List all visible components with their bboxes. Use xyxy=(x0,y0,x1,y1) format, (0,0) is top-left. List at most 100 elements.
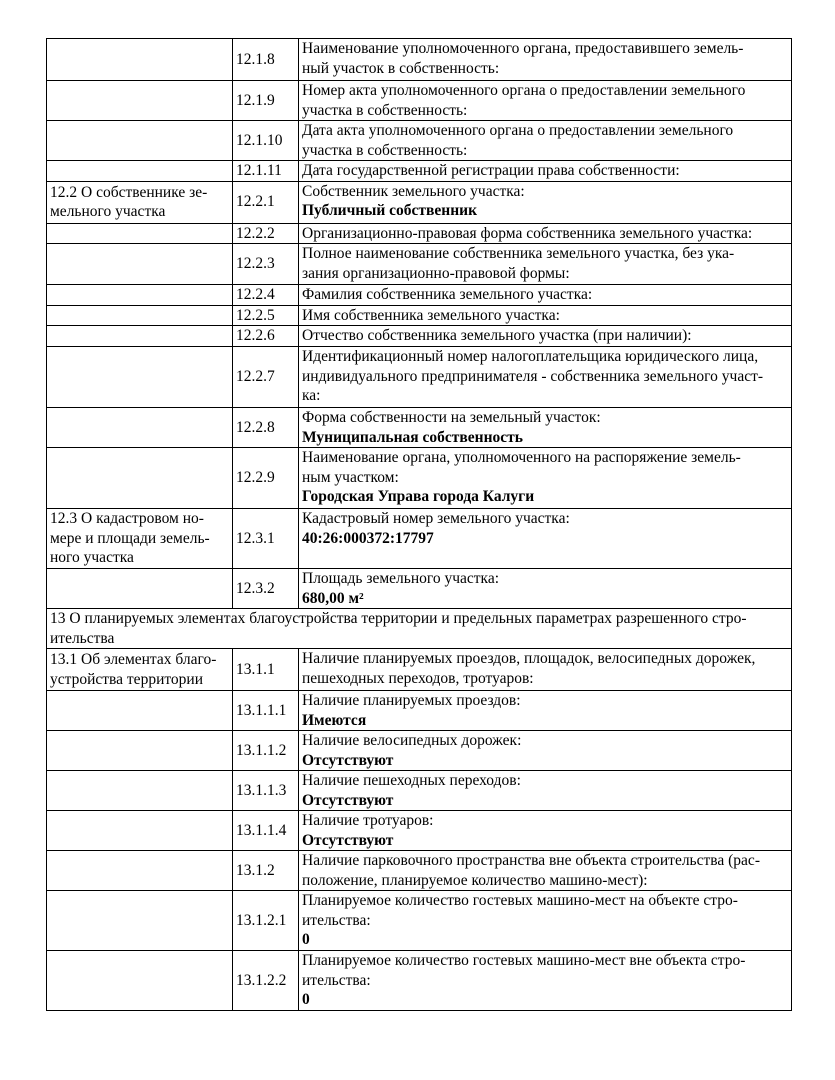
section-cell xyxy=(46,568,233,609)
section-cell xyxy=(46,890,233,951)
table-row: 12.2.2 Организационно-правовая форма собс… xyxy=(46,222,792,244)
item-label: Планируемое количество гостевых машино-м… xyxy=(302,952,746,989)
item-label: Собственник земельного участка: xyxy=(302,182,525,200)
table-row: 12.1.11 Дата государственной регистрации … xyxy=(46,160,792,182)
item-content: Наименование уполномоченного органа, пре… xyxy=(298,38,792,81)
item-label: Площадь земельного участка: xyxy=(302,570,500,587)
item-content: Номер акта уполномоченного органа о пред… xyxy=(298,80,792,121)
item-number: 13.1.1 xyxy=(232,648,299,691)
item-content: Форма собственности на земельный участок… xyxy=(298,407,792,448)
item-label: Форма собственности на земельный участок… xyxy=(302,409,601,426)
table-row: 12.2 О собственнике зе- мельного участка… xyxy=(46,180,792,224)
table-row: 12.3 О кадастровом но- мере и площади зе… xyxy=(46,508,792,569)
item-content: Наличие планируемых проездов: Имеются xyxy=(298,690,792,731)
document-table: 12.1.8 Наименование уполномоченного орган… xyxy=(46,38,792,1011)
section-cell xyxy=(46,325,233,347)
item-label: Планируемое количество гостевых машино-м… xyxy=(302,892,738,929)
item-content: Площадь земельного участка: 680,00 м² xyxy=(298,568,792,609)
section-cell xyxy=(46,690,233,731)
table-row: 12.1.10 Дата акта уполномоченного органа … xyxy=(46,120,792,161)
item-label: Наличие пешеходных переходов: xyxy=(302,772,521,789)
item-content: Планируемое количество гостевых машино-м… xyxy=(298,950,792,1011)
item-label: Отчество собственника земельного участка… xyxy=(302,327,692,344)
item-content: Кадастровый номер земельного участка: 40:… xyxy=(298,508,792,569)
item-number: 12.2.8 xyxy=(232,407,299,448)
section-cell xyxy=(46,120,233,161)
table-row: 12.2.4 Фамилия собственника земельного уч… xyxy=(46,284,792,306)
item-label: Наименование органа, уполномоченного на … xyxy=(302,449,741,486)
item-value: 0 xyxy=(302,931,310,948)
table-row: 12.2.9 Наименование органа, уполномоченно… xyxy=(46,447,792,509)
item-content: Планируемое количество гостевых машино-м… xyxy=(298,890,792,951)
item-label: Номер акта уполномоченного органа о пред… xyxy=(302,82,746,119)
item-content: Дата акта уполномоченного органа о предо… xyxy=(298,120,792,161)
item-label: Фамилия собственника земельного участка: xyxy=(302,286,593,303)
item-label: Имя собственника земельного участка: xyxy=(302,306,560,324)
item-content: Наличие тротуаров: Отсутствуют xyxy=(298,810,792,851)
section-cell xyxy=(46,447,233,509)
item-value: 40:26:000372:17797 xyxy=(302,529,434,547)
item-number: 13.1.2 xyxy=(232,850,299,891)
section-cell xyxy=(46,730,233,771)
item-label: Наличие тротуаров: xyxy=(302,812,434,829)
item-number: 13.1.1.1 xyxy=(232,690,299,731)
table-row: 12.2.3 Полное наименование собственника з… xyxy=(46,243,792,285)
item-number: 13.1.1.4 xyxy=(232,810,299,851)
item-value: Отсутствуют xyxy=(302,791,394,809)
item-value: Муниципальная собственность xyxy=(302,428,523,446)
item-number: 12.1.10 xyxy=(232,120,299,161)
item-content: Наименование органа, уполномоченного на … xyxy=(298,447,792,509)
table-row: 12.3.2 Площадь земельного участка: 680,00 … xyxy=(46,568,792,609)
item-number: 13.1.1.2 xyxy=(232,730,299,771)
item-number: 12.2.1 xyxy=(232,180,299,224)
item-label: Наличие планируемых проездов, площадок, … xyxy=(302,650,756,687)
table-row: 12.1.8 Наименование уполномоченного орган… xyxy=(46,38,792,81)
item-content: Собственник земельного участка: Публичный… xyxy=(298,180,792,224)
item-number: 13.1.2.2 xyxy=(232,950,299,1011)
item-number: 12.1.8 xyxy=(232,38,299,81)
section-cell: 12.2 О собственнике зе- мельного участка xyxy=(46,180,233,224)
item-value: Городская Управа города Калуги xyxy=(302,488,535,505)
item-label: Организационно-правовая форма собственни… xyxy=(302,224,753,242)
section-cell xyxy=(46,950,233,1011)
item-number: 12.2.3 xyxy=(232,243,299,285)
item-label: Идентификационный номер налогоплательщик… xyxy=(302,348,764,404)
table-row: 13.1.1.3 Наличие пешеходных переходов: Отс… xyxy=(46,770,792,811)
item-number: 12.3.1 xyxy=(232,508,299,569)
section-cell xyxy=(46,810,233,851)
table-row: 13.1.2 Наличие парковочного пространства … xyxy=(46,850,792,891)
item-number: 12.2.7 xyxy=(232,346,299,408)
item-number: 12.1.9 xyxy=(232,80,299,121)
item-number: 12.2.6 xyxy=(232,325,299,347)
item-label: Кадастровый номер земельного участка: xyxy=(302,510,570,527)
item-content: Фамилия собственника земельного участка: xyxy=(298,284,792,306)
item-number: 12.2.9 xyxy=(232,447,299,509)
section-cell xyxy=(46,160,233,182)
item-content: Наличие планируемых проездов, площадок, … xyxy=(298,648,792,691)
item-label: Дата акта уполномоченного органа о предо… xyxy=(302,122,734,159)
section-cell: 13.1 Об элементах благо- устройства терр… xyxy=(46,648,233,691)
item-number: 12.2.4 xyxy=(232,284,299,306)
table-row: 13.1.1.1 Наличие планируемых проездов: Име… xyxy=(46,690,792,731)
item-label: Наличие парковочного пространства вне об… xyxy=(302,852,760,889)
section-cell xyxy=(46,407,233,448)
table-row: 13.1.1.2 Наличие велосипедных дорожек: Отс… xyxy=(46,730,792,771)
item-label: Наименование уполномоченного органа, пре… xyxy=(302,40,744,77)
item-value: Отсутствуют xyxy=(302,831,394,849)
section-cell xyxy=(46,243,233,285)
item-value: Отсутствуют xyxy=(302,751,394,769)
section-cell xyxy=(46,304,233,326)
item-content: Дата государственной регистрации права с… xyxy=(298,160,792,182)
section-cell xyxy=(46,38,233,81)
item-value: 0 xyxy=(302,991,310,1008)
table-row: 13 О планируемых элементах благоустройст… xyxy=(46,608,792,649)
item-number: 12.3.2 xyxy=(232,568,299,609)
item-label: Дата государственной регистрации права с… xyxy=(302,162,680,179)
section-cell xyxy=(46,770,233,811)
item-number: 12.2.2 xyxy=(232,222,299,244)
table-row: 12.2.6 Отчество собственника земельного у… xyxy=(46,325,792,347)
item-content: Имя собственника земельного участка: xyxy=(298,304,792,326)
item-content: Отчество собственника земельного участка… xyxy=(298,325,792,347)
section-cell xyxy=(46,222,233,244)
table-body: 12.1.8 Наименование уполномоченного орган… xyxy=(46,38,792,1011)
